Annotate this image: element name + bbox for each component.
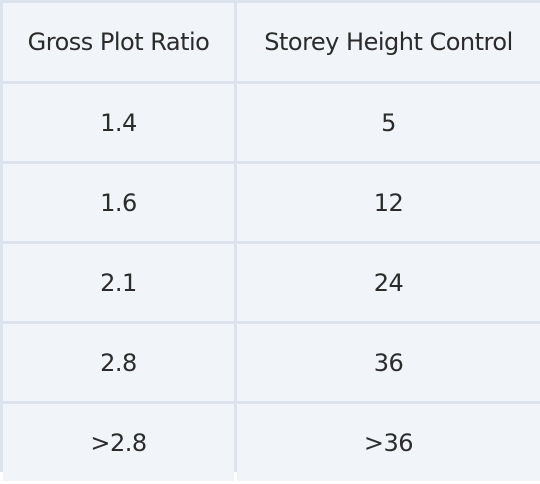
cell-storey-height-control: 36	[237, 324, 540, 401]
table-row: 1.6 12	[3, 164, 540, 241]
cell-gross-plot-ratio: 2.8	[3, 324, 234, 401]
table-header-row: Gross Plot Ratio Storey Height Control	[3, 3, 540, 81]
table-row: >2.8 >36	[3, 404, 540, 481]
cell-gross-plot-ratio: 1.4	[3, 84, 234, 161]
cell-storey-height-control: >36	[237, 404, 540, 481]
table-row: 2.8 36	[3, 324, 540, 401]
table-row: 1.4 5	[3, 84, 540, 161]
header-gross-plot-ratio: Gross Plot Ratio	[3, 3, 234, 81]
cell-storey-height-control: 5	[237, 84, 540, 161]
header-storey-height-control: Storey Height Control	[237, 3, 540, 81]
cell-gross-plot-ratio: 1.6	[3, 164, 234, 241]
cell-gross-plot-ratio: >2.8	[3, 404, 234, 481]
cell-gross-plot-ratio: 2.1	[3, 244, 234, 321]
cell-storey-height-control: 24	[237, 244, 540, 321]
cell-storey-height-control: 12	[237, 164, 540, 241]
table-row: 2.1 24	[3, 244, 540, 321]
